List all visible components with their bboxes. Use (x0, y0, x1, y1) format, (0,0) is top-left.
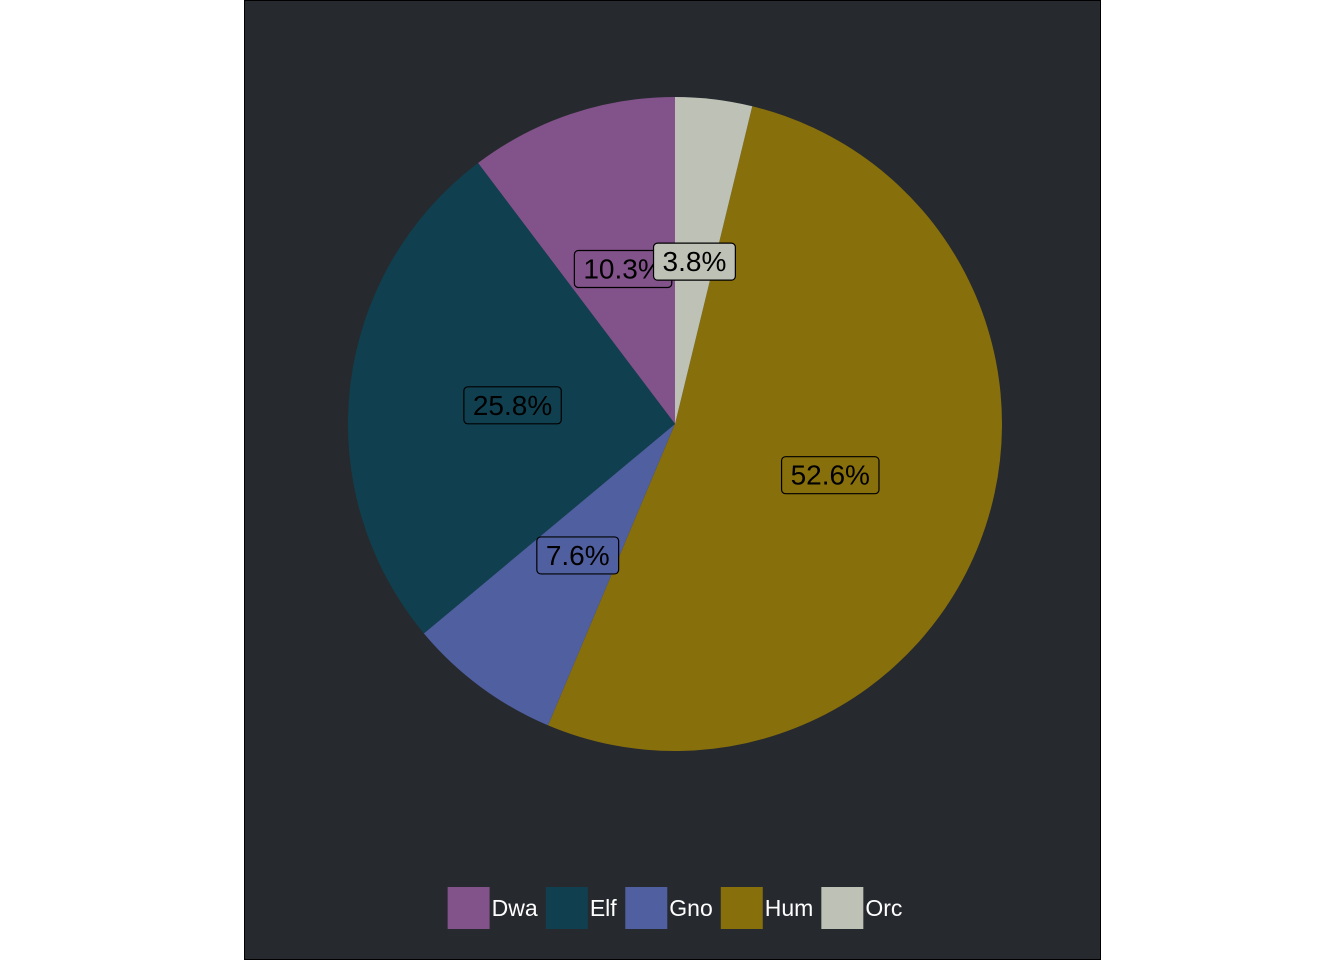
legend-key (821, 887, 864, 929)
legend-label: Dwa (492, 895, 538, 921)
slice-label-text: 52.6% (791, 460, 870, 491)
slice-label-box (780, 456, 880, 495)
legend-item-orc: Orc (821, 887, 902, 929)
slice-labels: 10.3% 25.8% 7.6% 52.6% 3.8% (463, 242, 880, 575)
legend-key (447, 887, 490, 929)
slice-label-text: 3.8% (663, 246, 727, 277)
legend-label: Gno (669, 895, 712, 921)
slice-label-hum: 52.6% (780, 456, 880, 495)
slice-label-box (463, 386, 562, 425)
legend-label: Hum (765, 895, 814, 921)
legend-item-hum: Hum (720, 887, 814, 929)
pie-slice-gno (423, 424, 675, 726)
slice-label-text: 10.3% (583, 253, 662, 284)
legend-item-dwa: Dwa (447, 887, 538, 929)
pie-slice-hum (548, 106, 1002, 751)
slice-label-elf: 25.8% (463, 386, 562, 425)
slice-label-box (652, 242, 736, 281)
legend-key (545, 887, 588, 929)
slice-label-orc: 3.8% (652, 242, 736, 281)
slice-label-text: 7.6% (546, 540, 610, 571)
slice-label-box (536, 536, 620, 575)
legend-item-elf: Elf (545, 887, 617, 929)
legend-key (720, 887, 763, 929)
legend-item-gno: Gno (625, 887, 713, 929)
slice-label-text: 25.8% (473, 390, 552, 421)
legend: Dwa Elf Gno Hum Orc (447, 887, 902, 929)
legend-key (625, 887, 668, 929)
legend-label: Elf (590, 895, 617, 921)
legend-label: Orc (865, 895, 902, 921)
pie-slices (347, 97, 1002, 751)
slice-label-gno: 7.6% (536, 536, 620, 575)
